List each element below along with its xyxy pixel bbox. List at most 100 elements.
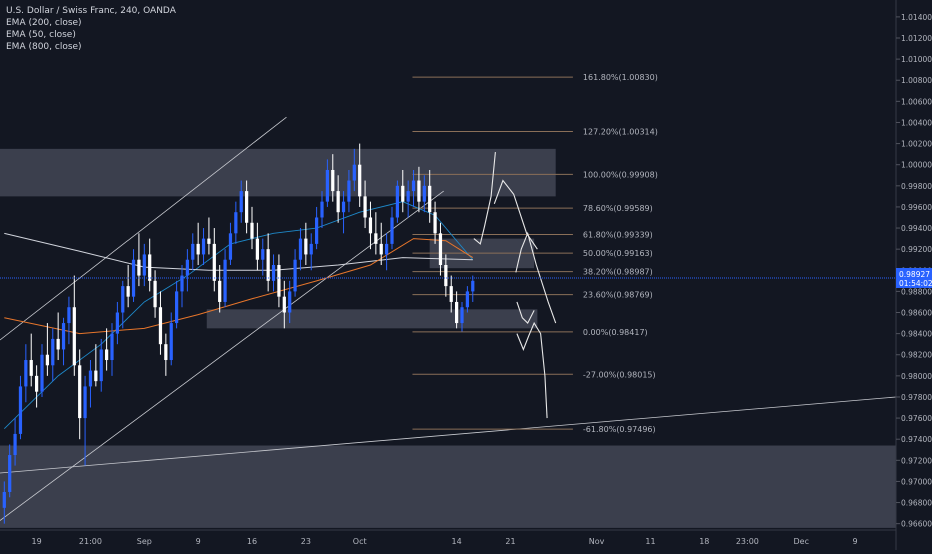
candle-body	[352, 164, 356, 181]
candle-body	[315, 217, 319, 244]
candle-body	[422, 185, 426, 202]
candle-body	[196, 243, 200, 255]
y-tick-label: 1.00400	[901, 118, 932, 127]
trendline-channel-lower	[0, 190, 444, 521]
candle-body	[223, 259, 227, 302]
fib-level-label: 23.60%(0.98769)	[583, 291, 653, 300]
candle-body	[51, 338, 55, 366]
candle-body	[261, 249, 265, 260]
candle-body	[444, 265, 448, 287]
candle-body	[449, 286, 453, 302]
projection-path	[493, 179, 538, 250]
x-tick-label: Dec	[793, 537, 808, 546]
candle-body	[385, 243, 389, 255]
y-tick-label: 1.00000	[901, 161, 932, 170]
candle-body	[13, 433, 17, 456]
candle-body	[417, 180, 421, 202]
candle-body	[185, 259, 189, 276]
candle-body	[460, 307, 464, 324]
supply-demand-zone	[0, 445, 896, 528]
y-tick-label: 0.99400	[901, 224, 932, 233]
fib-level-label: 127.20%(1.00314)	[583, 128, 658, 137]
trendline-long-support	[0, 396, 897, 474]
candle-body	[266, 249, 270, 281]
candle-body	[325, 169, 329, 202]
fib-level-label: 61.80%(0.99339)	[583, 230, 653, 239]
y-tick-label: 0.98400	[901, 330, 932, 339]
x-tick-label: 9	[196, 537, 201, 546]
candle-body	[201, 238, 206, 255]
candle-body	[228, 233, 233, 260]
candle-body	[374, 233, 378, 244]
candle-body	[218, 280, 222, 302]
candle-body	[239, 191, 243, 213]
candle-body	[250, 222, 254, 239]
candle-body	[164, 344, 168, 361]
supply-demand-zone	[0, 148, 556, 197]
y-tick-label: 0.98600	[901, 309, 932, 318]
y-tick-label: 1.00600	[901, 97, 932, 106]
candle-body	[24, 360, 28, 387]
candle-body	[61, 323, 66, 350]
candle-body	[358, 164, 362, 197]
candle-body	[99, 349, 103, 382]
candle-body	[29, 360, 33, 376]
candle-body	[8, 455, 12, 492]
y-tick-label: 0.97000	[901, 477, 932, 486]
candle-body	[78, 365, 82, 419]
y-tick-label: 1.00200	[901, 140, 932, 149]
candle-body	[212, 243, 216, 281]
x-tick-label: 14	[452, 537, 462, 546]
x-tick-label: 21	[505, 537, 515, 546]
candle-body	[395, 185, 399, 218]
y-tick-label: 0.96800	[901, 499, 932, 508]
candle-body	[88, 370, 93, 387]
projection-path	[515, 231, 557, 324]
candle-body	[72, 307, 76, 366]
indicator-ema800-label[interactable]: EMA (800, close)	[6, 42, 82, 52]
candle-body	[277, 265, 281, 297]
candle-body	[153, 280, 157, 308]
trendline-channel-upper	[0, 116, 287, 341]
candle-body	[35, 375, 39, 392]
indicator-ema50-label[interactable]: EMA (50, close)	[6, 30, 76, 40]
fib-level-label: 50.00%(0.99163)	[583, 249, 653, 258]
candle-body	[471, 280, 475, 292]
fib-level-label: 161.80%(1.00830)	[583, 73, 658, 82]
y-tick-label: 1.01200	[901, 34, 932, 43]
candle-body	[18, 386, 23, 434]
candle-body	[347, 180, 351, 202]
candle-body	[158, 307, 163, 345]
candle-body	[336, 191, 340, 213]
ema200-line	[4, 232, 473, 271]
candle-body	[379, 243, 383, 255]
candle-body	[56, 338, 60, 350]
y-tick-label: 1.00800	[901, 76, 932, 85]
y-tick-label: 1.01400	[901, 13, 932, 22]
fib-level-label: 0.00%(0.98417)	[583, 328, 648, 337]
candle-body	[142, 254, 146, 276]
current-price-label: 0.98927	[899, 270, 930, 279]
symbol-title: U.S. Dollar / Swiss Franc, 240, OANDA	[6, 6, 176, 16]
fib-level-label: 38.20%(0.98987)	[583, 268, 653, 277]
indicator-ema200-label[interactable]: EMA (200, close)	[6, 18, 82, 28]
candle-body	[320, 201, 324, 218]
candle-body	[288, 291, 292, 313]
fib-level-label: -27.00%(0.98015)	[583, 370, 656, 379]
y-tick-label: 0.97600	[901, 414, 932, 423]
candle-body	[363, 196, 367, 218]
candle-body	[234, 212, 238, 234]
candle-body	[105, 349, 109, 361]
candle-body	[465, 291, 469, 308]
y-tick-label: 0.97400	[901, 435, 932, 444]
x-tick-label: 16	[247, 537, 257, 546]
x-tick-label: 23:00	[736, 537, 759, 546]
x-tick-label: Oct	[353, 537, 367, 546]
candle-body	[45, 354, 49, 366]
candle-body	[191, 243, 195, 260]
candle-body	[40, 354, 44, 392]
candle-body	[121, 286, 125, 313]
candle-body	[2, 491, 6, 508]
